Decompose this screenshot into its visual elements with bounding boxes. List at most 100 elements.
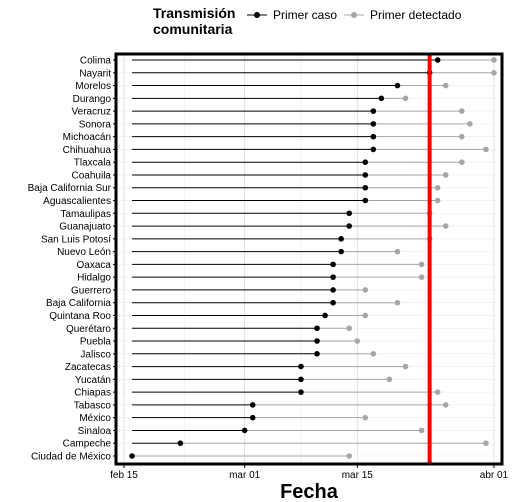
y-label-state: Querétaro <box>66 324 111 335</box>
y-label-state: Sinaloa <box>78 426 112 437</box>
primer-caso-point <box>370 121 377 127</box>
primer-caso-point <box>314 351 320 357</box>
y-label-state: México <box>79 413 111 424</box>
primer-caso-point <box>330 261 336 268</box>
primer-detectado-point <box>418 427 425 434</box>
primer-detectado-point <box>386 376 393 383</box>
primer-detectado-point <box>491 69 497 76</box>
y-label-state: Hidalgo <box>77 273 111 284</box>
legend: Transmisión comunitaria Primer caso Prim… <box>153 5 462 37</box>
y-label-state: Tamaulipas <box>60 209 111 220</box>
y-label-state: Ciudad de México <box>31 452 111 463</box>
primer-detectado-point <box>394 248 401 255</box>
legend-entry-primer-caso: Primer caso <box>247 8 337 22</box>
y-label-state: Chiapas <box>74 388 111 399</box>
primer-caso-point <box>249 402 256 408</box>
y-label-state: Yucatán <box>75 375 111 386</box>
y-label-state: Jalisco <box>80 349 111 360</box>
primer-detectado-point <box>458 108 465 114</box>
primer-detectado-point <box>402 363 409 370</box>
plot-panel-border <box>114 52 504 466</box>
x-tick-label: feb 15 <box>110 470 138 481</box>
y-label-state: Nuevo León <box>57 247 111 258</box>
primer-detectado-point <box>362 287 369 293</box>
primer-caso-point <box>298 376 304 383</box>
primer-detectado-point <box>346 453 353 459</box>
primer-detectado-point <box>442 172 449 178</box>
primer-caso-point <box>378 95 385 102</box>
primer-detectado-point <box>346 325 353 332</box>
primer-detectado-point <box>434 184 441 191</box>
primer-caso-point <box>314 325 320 332</box>
primer-caso-point <box>362 197 369 204</box>
y-label-state: Morelos <box>75 81 111 92</box>
y-label-state: Campeche <box>63 439 112 450</box>
primer-detectado-point <box>418 274 425 280</box>
x-tick-label: mar 15 <box>342 470 374 481</box>
x-axis-ticks: feb 15 mar 01 mar 15 abr 01 <box>110 464 509 481</box>
primer-caso-point <box>241 427 248 434</box>
primer-detectado-point <box>362 414 369 421</box>
y-label-state: Aguascalientes <box>43 196 111 207</box>
primer-caso-point <box>370 108 377 114</box>
y-label-state: Durango <box>73 94 112 105</box>
y-label-state: Baja California <box>46 298 111 309</box>
primer-caso-point <box>394 82 401 89</box>
primer-caso-point <box>249 414 256 421</box>
primer-detectado-point <box>442 402 449 408</box>
y-label-state: Veracruz <box>72 107 111 118</box>
legend-key-dot-primer-detectado <box>351 12 357 18</box>
primer-caso-point <box>362 184 369 191</box>
primer-caso-point <box>338 236 344 242</box>
legend-entry-primer-detectado: Primer detectado <box>344 8 462 22</box>
y-label-state: Chihuahua <box>63 145 112 156</box>
primer-detectado-point <box>483 146 489 153</box>
primer-detectado-point <box>458 133 465 140</box>
primer-detectado-point <box>370 351 377 357</box>
primer-caso-point <box>370 146 377 153</box>
primer-detectado-point <box>354 338 361 344</box>
primer-caso-point <box>346 210 353 217</box>
primer-caso-point <box>129 453 135 459</box>
y-label-state: Quintana Roo <box>49 311 111 322</box>
primer-caso-point <box>362 172 369 178</box>
primer-detectado-point <box>442 223 449 229</box>
y-label-state: Baja California Sur <box>28 183 112 194</box>
x-tick-label: mar 01 <box>229 470 261 481</box>
y-label-state: Tabasco <box>74 400 112 411</box>
primer-caso-point <box>314 338 320 344</box>
primer-detectado-point <box>362 312 369 319</box>
legend-title-line-2: comunitaria <box>153 21 233 37</box>
y-label-state: Michoacán <box>63 132 111 143</box>
primer-caso-point <box>177 440 184 447</box>
primer-caso-point <box>298 363 304 370</box>
gridlines <box>120 54 498 464</box>
y-label-state: Guerrero <box>71 285 111 296</box>
y-label-state: Guanajuato <box>59 222 111 233</box>
legend-label-primer-caso: Primer caso <box>273 8 337 22</box>
y-label-state: San Luis Potosí <box>41 234 111 245</box>
legend-key-dot-primer-caso <box>254 12 260 18</box>
x-tick-label: abr 01 <box>480 470 509 481</box>
y-label-state: Sonora <box>79 119 112 130</box>
primer-detectado-point <box>483 440 489 447</box>
y-label-state: Nayarit <box>79 68 111 79</box>
primer-detectado-point <box>434 197 441 204</box>
primer-caso-point <box>330 287 336 293</box>
y-label-state: Coahuila <box>72 170 112 181</box>
primer-detectado-point <box>491 57 497 63</box>
primer-detectado-point <box>442 82 449 89</box>
legend-label-primer-detectado: Primer detectado <box>370 8 462 22</box>
primer-detectado-point <box>418 261 425 268</box>
primer-detectado-point <box>434 389 441 395</box>
primer-detectado-point <box>458 159 465 165</box>
y-label-state: Zacatecas <box>65 362 111 373</box>
primer-detectado-point <box>467 121 473 127</box>
primer-caso-point <box>322 312 328 319</box>
y-label-state: Puebla <box>80 337 112 348</box>
legend-title-line-1: Transmisión <box>153 5 235 21</box>
y-label-state: Oaxaca <box>77 260 112 271</box>
primer-caso-point <box>338 248 344 255</box>
